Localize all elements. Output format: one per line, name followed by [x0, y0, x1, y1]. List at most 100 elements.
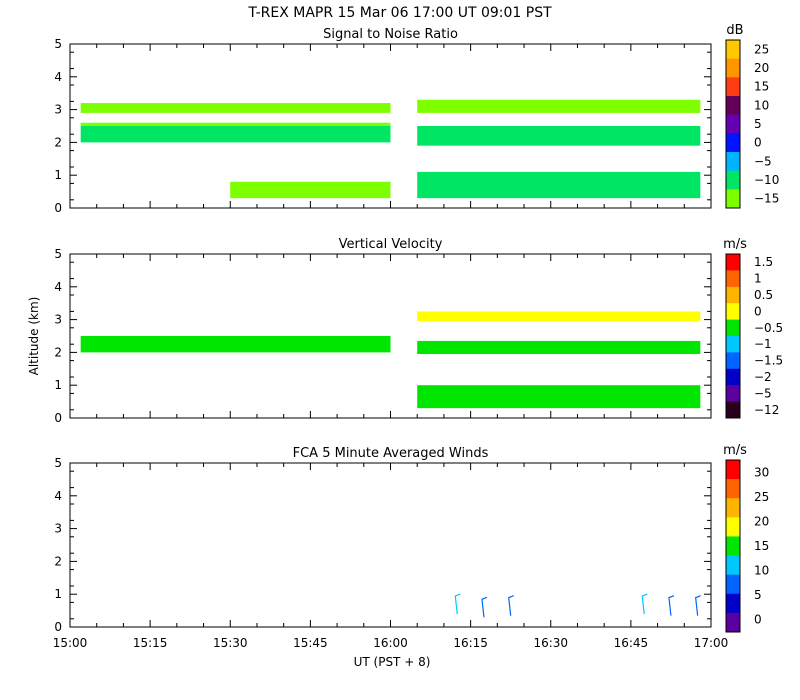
- colorbar-swatch: [726, 498, 740, 518]
- x-tick-label: 15:00: [53, 636, 88, 650]
- x-axis-label: UT (PST + 8): [354, 655, 431, 669]
- y-tick-label: 2: [54, 554, 62, 568]
- colorbar-swatch: [726, 368, 740, 386]
- wind-barb: [454, 593, 461, 615]
- colorbar-swatch: [726, 40, 740, 59]
- colorbar-unit: dB: [726, 23, 743, 38]
- panel-2: Vertical Velocity 0 1 2 3 4 5 m/s 1.5 1 0.5 0 −0.5 −1…: [54, 237, 783, 425]
- colorbar-swatch: [726, 58, 740, 78]
- colorbar-swatch: [726, 460, 740, 480]
- colorbar-label: −12: [754, 403, 779, 417]
- colorbar-swatch: [726, 479, 740, 499]
- colorbar-swatch: [726, 385, 740, 402]
- colorbar-swatch: [726, 593, 740, 614]
- echo-band: [230, 181, 391, 199]
- colorbar-label: −15: [754, 192, 779, 206]
- colorbar-label: 0: [754, 304, 762, 318]
- echo-band: [417, 126, 701, 146]
- colorbar-label: −10: [754, 173, 779, 187]
- colorbar-label: −1: [754, 337, 772, 351]
- wind-barb: [668, 595, 675, 616]
- y-tick-label: 2: [54, 345, 62, 359]
- colorbar-label: 25: [754, 42, 769, 56]
- colorbar-label: 0: [754, 136, 762, 150]
- colorbar-swatch: [726, 303, 740, 320]
- echo-band: [80, 122, 391, 126]
- y-tick-label: 4: [54, 489, 62, 503]
- echo-band: [417, 99, 701, 113]
- wind-barb: [481, 596, 488, 618]
- colorbar-label: −1.5: [754, 354, 783, 368]
- colorbar-swatch: [726, 96, 740, 115]
- colorbar-frame: [725, 459, 741, 633]
- colorbar-label: −0.5: [754, 321, 783, 335]
- y-tick-label: 3: [54, 103, 62, 117]
- panel-3: FCA 5 Minute Averaged Winds 0 1 2 3 4 5 15:00 15…: [53, 443, 770, 650]
- colorbar-swatch: [726, 170, 740, 190]
- y-axis-label: Altitude (km): [27, 297, 41, 376]
- y-tick-label: 0: [54, 411, 62, 425]
- colorbar-label: 10: [754, 98, 769, 112]
- colorbar-label: −2: [754, 370, 772, 384]
- y-tick-label: 1: [54, 168, 62, 182]
- colorbar-frame: [725, 253, 741, 419]
- y-tick-label: 0: [54, 620, 62, 634]
- y-tick-label: 1: [54, 378, 62, 392]
- panels: Signal to Noise Ratio012345dB2520151050−…: [53, 23, 783, 650]
- x-tick-label: 16:00: [373, 636, 408, 650]
- x-tick-label: 16:45: [614, 636, 649, 650]
- colorbar-swatch: [726, 189, 740, 209]
- colorbar-frame: [725, 39, 741, 209]
- x-tick-label: 17:00: [694, 636, 729, 650]
- y-tick-label: 4: [54, 280, 62, 294]
- colorbar-swatch: [726, 536, 740, 556]
- echo-band: [417, 385, 701, 409]
- y-tick-label: 3: [54, 522, 62, 536]
- echo-band: [80, 126, 391, 143]
- echo-band: [417, 340, 701, 355]
- colorbar-swatch: [726, 401, 740, 419]
- x-tick-label: 15:30: [213, 636, 248, 650]
- colorbar-swatch: [726, 555, 740, 575]
- colorbar-swatch: [726, 133, 740, 153]
- colorbar-label: 1.5: [754, 255, 773, 269]
- colorbar-swatch: [726, 574, 740, 595]
- colorbar-swatch: [726, 517, 740, 537]
- y-tick-label: 2: [54, 135, 62, 149]
- colorbar-label: 1: [754, 272, 762, 286]
- colorbar-label: 0: [754, 613, 762, 627]
- colorbar-swatch: [726, 77, 740, 97]
- wind-barb: [694, 595, 701, 616]
- y-tick-label: 4: [54, 70, 62, 84]
- echo-band: [417, 311, 701, 322]
- x-tick-label: 16:15: [453, 636, 488, 650]
- panel-1: Signal to Noise Ratio 0 1 2 3 4 5 dB 25 20 15 10 5 0 −…: [54, 23, 779, 215]
- wind-barb: [508, 595, 514, 616]
- x-tick-label: 15:45: [293, 636, 328, 650]
- colorbar-swatch: [726, 114, 740, 134]
- y-tick-label: 5: [54, 37, 62, 51]
- colorbar-label: 20: [754, 514, 769, 528]
- echo-band: [80, 103, 391, 113]
- echo-band: [80, 336, 391, 353]
- colorbar-label: −5: [754, 154, 772, 168]
- colorbar-label: 15: [754, 80, 769, 94]
- colorbar-swatch: [726, 612, 740, 633]
- colorbar-label: 15: [754, 539, 769, 553]
- colorbar-swatch: [726, 319, 740, 337]
- x-tick-label: 16:30: [533, 636, 568, 650]
- panel-title: FCA 5 Minute Averaged Winds: [293, 446, 489, 461]
- panel-title: Signal to Noise Ratio: [323, 27, 458, 42]
- colorbar-swatch: [726, 270, 740, 288]
- y-tick-label: 5: [54, 456, 62, 470]
- panel-title: Vertical Velocity: [339, 237, 443, 252]
- colorbar-swatch: [726, 152, 740, 171]
- colorbar-swatch: [726, 352, 740, 370]
- plot-frame: [69, 462, 712, 628]
- colorbar-label: 5: [754, 117, 762, 131]
- figure-title: T-REX MAPR 15 Mar 06 17:00 UT 09:01 PST: [247, 5, 552, 21]
- colorbar-label: 30: [754, 465, 769, 479]
- colorbar-swatch: [726, 286, 740, 304]
- colorbar-swatch: [726, 254, 740, 271]
